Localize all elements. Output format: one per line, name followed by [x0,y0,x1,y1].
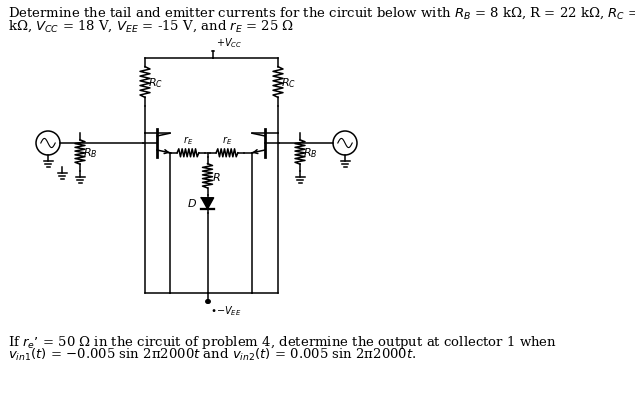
Text: $R_B$: $R_B$ [83,146,98,159]
Text: $r_E$: $r_E$ [183,134,193,147]
Polygon shape [201,198,213,209]
Text: D: D [188,199,196,209]
Text: $R$: $R$ [211,171,220,183]
Text: $R_C$: $R_C$ [281,76,296,90]
Text: $\bullet$$-V_{EE}$: $\bullet$$-V_{EE}$ [210,303,242,317]
Text: $+V_{CC}$: $+V_{CC}$ [216,36,243,50]
Text: $R_B$: $R_B$ [303,146,318,159]
Text: $v_{in1}(t)$ = −0.005 sin 2π2000$t$ and $v_{in2}(t)$ = 0.005 sin 2π2000$t$.: $v_{in1}(t)$ = −0.005 sin 2π2000$t$ and … [8,346,417,362]
Text: $r_E$: $r_E$ [222,134,232,147]
Text: Determine the tail and emitter currents for the circuit below with $R_B$ = 8 kΩ,: Determine the tail and emitter currents … [8,6,635,21]
Text: If $r_e$’ = 50 Ω in the circuit of problem 4, determine the output at collector : If $r_e$’ = 50 Ω in the circuit of probl… [8,333,557,350]
Text: $R_C$: $R_C$ [148,76,163,90]
Text: kΩ, $V_{CC}$ = 18 V, $V_{EE}$ = -15 V, and $r_E$ = 25 Ω: kΩ, $V_{CC}$ = 18 V, $V_{EE}$ = -15 V, a… [8,19,294,34]
